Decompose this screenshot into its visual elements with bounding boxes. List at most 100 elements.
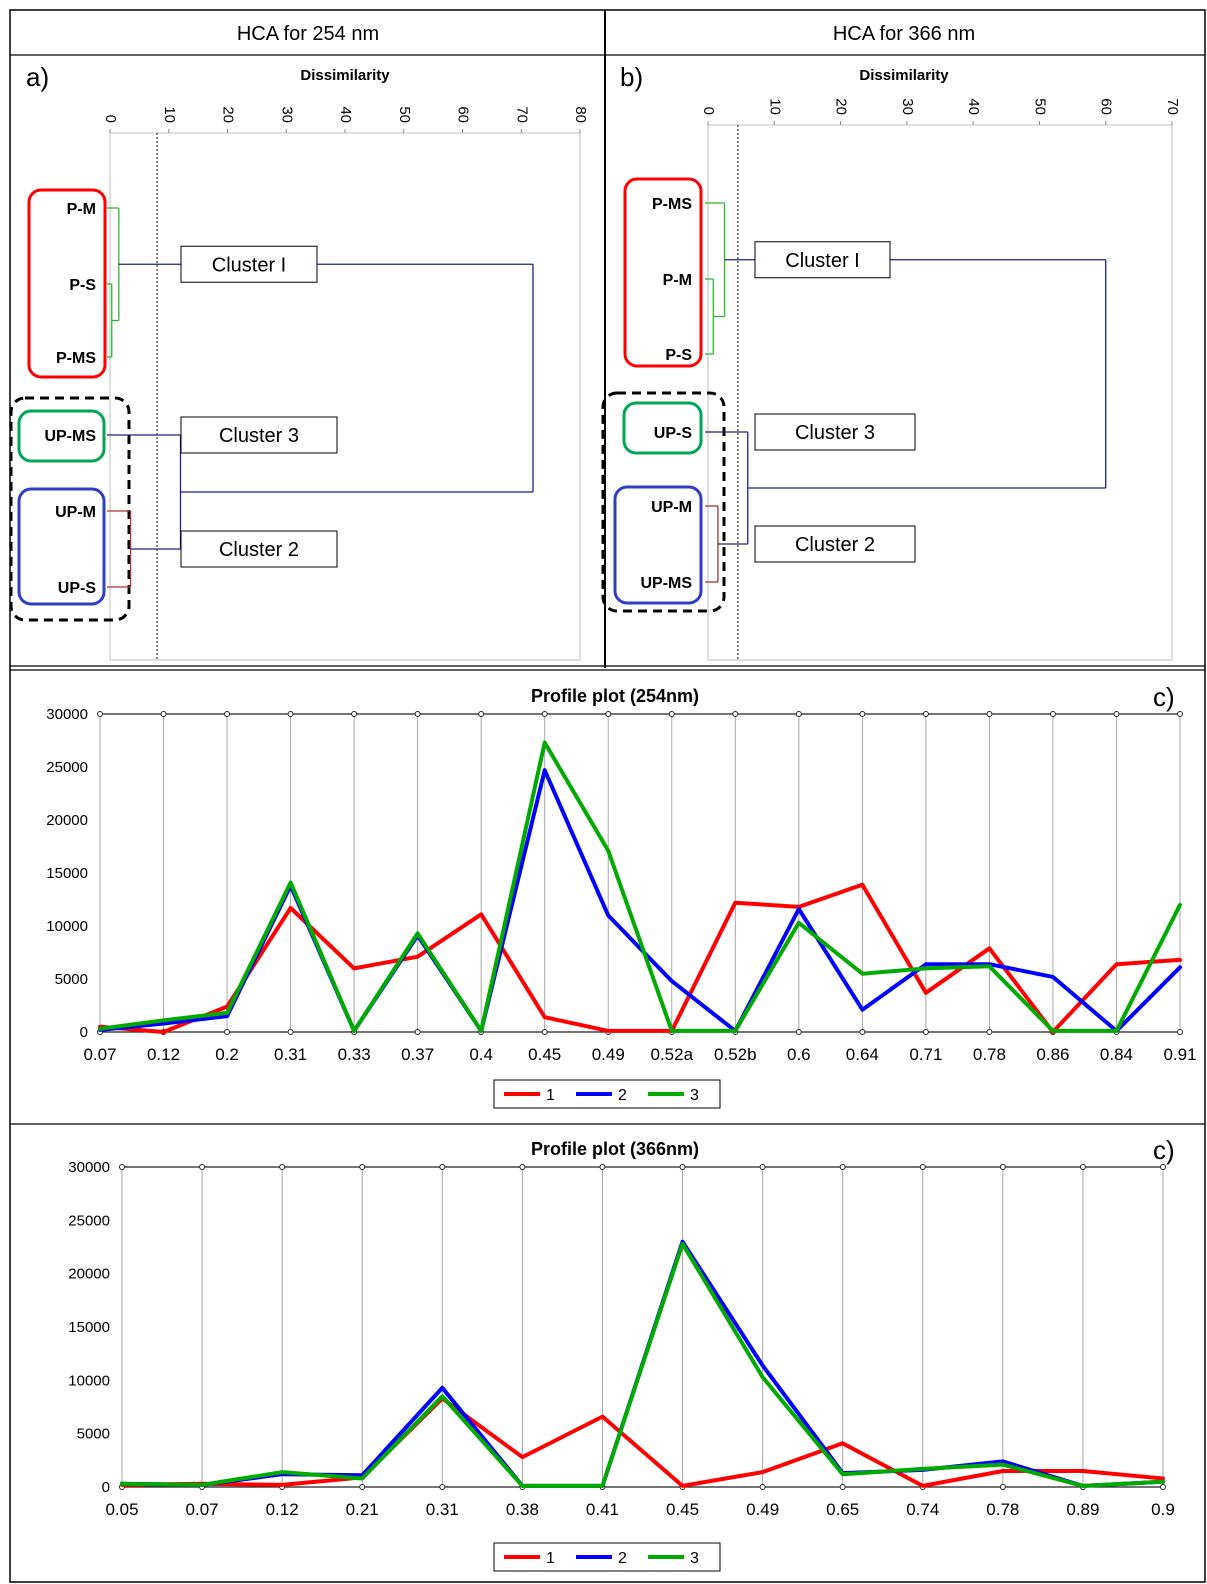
legend-label: 3 [690,1087,699,1104]
grid-marker [351,711,358,717]
tick-label: 10 [766,98,783,115]
legend-label: 2 [618,1550,627,1567]
series-line-1 [98,882,1182,1034]
x-tick-label: 0.74 [906,1500,939,1519]
grid-marker [279,1164,286,1170]
grid-marker [795,711,802,717]
y-tick-label: 10000 [46,918,88,935]
grid-marker [97,711,103,717]
x-tick-label: 0.49 [592,1045,625,1064]
y-tick-label: 25000 [68,1212,110,1229]
plot-area [109,132,581,661]
grid-marker [839,1484,846,1490]
panel-letter: c) [1153,682,1175,712]
x-tick-label: 0.9 [1151,1500,1175,1519]
x-tick-label: 0.64 [846,1045,879,1064]
group-box-unpigmented [601,391,726,613]
tick-label: 0 [700,107,717,115]
group-box-cluster-2 [613,485,703,605]
grid-marker [224,1029,231,1035]
cluster-label-box [754,413,916,451]
leaf-label: P-MS [652,196,692,213]
tick-label: 40 [965,98,982,115]
cluster-label: Cluster 3 [219,425,299,447]
leaf-label: UP-M [651,499,692,516]
grid-marker [999,1164,1006,1170]
leaf-label: UP-S [58,580,97,597]
leaf-label: P-S [665,347,692,364]
x-tick-label: 0.41 [586,1500,619,1519]
grid-marker [439,1484,446,1490]
grid-marker [922,1029,929,1035]
grid-marker [224,711,231,717]
grid-marker [359,1484,366,1490]
x-tick-label: 0.65 [826,1500,859,1519]
cluster-label: Cluster I [785,250,859,272]
x-tick-label: 0.78 [986,1500,1019,1519]
tick-label: 80 [572,106,589,123]
grid-marker [541,1029,548,1035]
tick-label: 70 [513,106,530,123]
cluster-label-box [754,525,916,563]
x-tick-label: 0.49 [746,1500,779,1519]
y-tick-label: 15000 [68,1319,110,1336]
grid-marker [478,711,485,717]
x-tick-label: 0.71 [909,1045,942,1064]
grid-marker [759,1484,766,1490]
axis-title: Dissimilarity [300,67,390,84]
x-tick-label: 0.89 [1066,1500,1099,1519]
grid-marker [759,1164,766,1170]
group-box-cluster-2 [17,487,106,606]
y-tick-label: 15000 [46,865,88,882]
leaf-label: P-M [67,201,96,218]
x-tick-label: 0.78 [973,1045,1006,1064]
panel-letter: b) [620,62,643,92]
x-tick-label: 0.45 [528,1045,561,1064]
cluster-label: Cluster 2 [795,534,875,556]
x-tick-label: 0.31 [426,1500,459,1519]
tick-label: 10 [161,106,178,123]
x-tick-label: 0.05 [105,1500,138,1519]
group-box-cluster-3 [622,401,703,455]
panel-letter: a) [26,62,49,92]
tick-label: 0 [102,115,119,123]
x-tick-label: 0.12 [266,1500,299,1519]
grid-marker [287,1029,294,1035]
leaf-label: UP-MS [640,575,692,592]
y-tick-label: 30000 [46,706,88,723]
panel-frames: HCA for 254 nm HCA for 366 nm [9,9,1206,1583]
grid-marker [1049,711,1056,717]
outer-border [9,9,1206,1583]
chart-title: Profile plot (254nm) [531,686,699,706]
x-tick-label: 0.38 [506,1500,539,1519]
cluster-label: Cluster 2 [219,539,299,561]
leaf-label: P-MS [56,350,96,367]
leaf-label: UP-S [654,425,693,442]
chart-title: Profile plot (366nm) [531,1139,699,1159]
grid-marker [839,1164,846,1170]
grid-marker [986,711,993,717]
tick-label: 40 [337,106,354,123]
grid-marker [1113,711,1120,717]
grid-marker [679,1164,686,1170]
y-tick-label: 5000 [77,1426,110,1443]
legend-label: 2 [618,1087,627,1104]
cluster-label-box [754,241,891,279]
series-line-2 [98,768,1182,1033]
grid-marker [1160,1484,1166,1490]
grid-marker [605,711,612,717]
profile-plot-254: 0 5000 10000 15000 20000 25000 30000 0.07 0.12 0.… [46,682,1197,1109]
x-tick-label: 0.84 [1100,1045,1133,1064]
legend-label: 1 [546,1087,555,1104]
group-box-pigmented [27,188,107,379]
panel-a-header: HCA for 254 nm [237,23,379,45]
tick-label: 60 [1098,98,1115,115]
grid-marker [519,1164,526,1170]
y-tick-label: 25000 [46,759,88,776]
panel-letter: c) [1153,1135,1175,1165]
x-tick-label: 0.07 [186,1500,219,1519]
legend-label: 3 [690,1550,699,1567]
grid-marker [668,711,675,717]
panel-b-header: HCA for 366 nm [833,23,975,45]
